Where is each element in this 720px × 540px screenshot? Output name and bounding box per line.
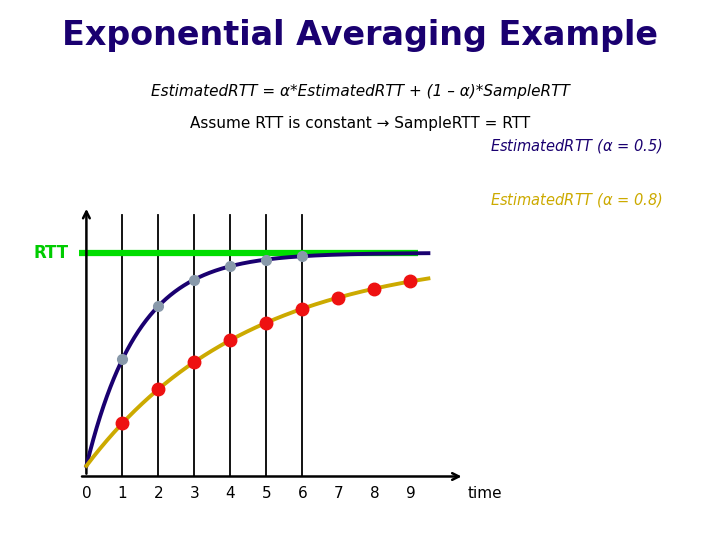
Text: time: time xyxy=(468,486,503,501)
Text: 7: 7 xyxy=(333,486,343,501)
Text: Assume RTT is constant → SampleRTT = RTT: Assume RTT is constant → SampleRTT = RTT xyxy=(190,116,530,131)
Text: $\it{EstimatedRTT}$ ($\alpha$ = 0.5): $\it{EstimatedRTT}$ ($\alpha$ = 0.5) xyxy=(490,137,662,155)
Text: 1: 1 xyxy=(117,486,127,501)
Text: 9: 9 xyxy=(405,486,415,501)
Text: 2: 2 xyxy=(153,486,163,501)
Text: 6: 6 xyxy=(297,486,307,501)
Text: Exponential Averaging Example: Exponential Averaging Example xyxy=(62,19,658,52)
Text: 0: 0 xyxy=(81,486,91,501)
Text: 8: 8 xyxy=(369,486,379,501)
Text: EstimatedRTT = α*EstimatedRTT + (1 – α)*SampleRTT: EstimatedRTT = α*EstimatedRTT + (1 – α)*… xyxy=(150,84,570,99)
Text: 5: 5 xyxy=(261,486,271,501)
Text: 4: 4 xyxy=(225,486,235,501)
Text: RTT: RTT xyxy=(33,244,68,262)
Text: $\it{EstimatedRTT}$ ($\alpha$ = 0.8): $\it{EstimatedRTT}$ ($\alpha$ = 0.8) xyxy=(490,191,662,209)
Text: 3: 3 xyxy=(189,486,199,501)
